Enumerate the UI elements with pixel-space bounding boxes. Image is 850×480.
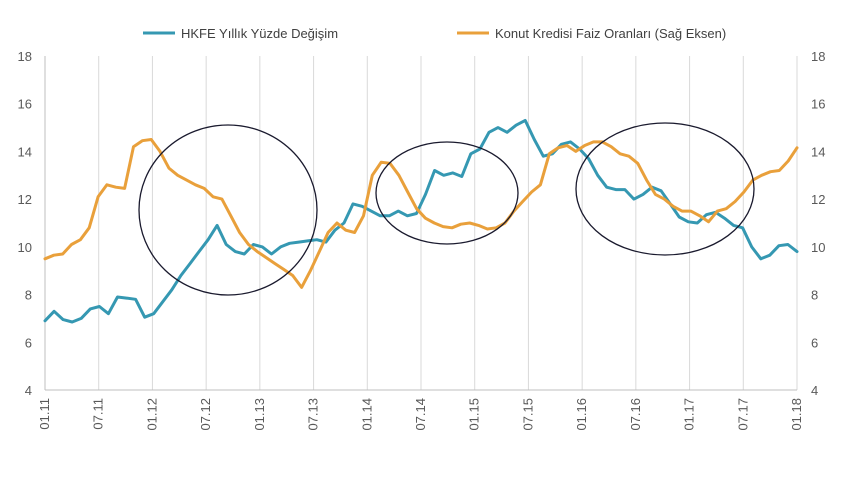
- x-tick-07.14: 07.14: [413, 398, 428, 431]
- series-line-konut-kredisi: [43, 138, 799, 289]
- x-tick-01.17: 01.17: [682, 398, 697, 431]
- annotation-circle-3: [575, 122, 755, 256]
- y-tick-left-18: 18: [18, 49, 32, 64]
- series-lines: [43, 118, 799, 324]
- y-tick-left-12: 12: [18, 192, 32, 207]
- x-tick-01.11: 01.11: [37, 398, 52, 430]
- legend-label-2: Konut Kredisi Faiz Oranları (Sağ Eksen): [495, 26, 726, 41]
- annotation-circle-1: [138, 124, 318, 296]
- y-tick-right-4: 4: [811, 383, 818, 398]
- x-tick-01.13: 01.13: [252, 398, 267, 431]
- y-tick-left-6: 6: [25, 335, 32, 350]
- y-tick-left-16: 16: [18, 97, 32, 112]
- y-tick-left-4: 4: [25, 383, 32, 398]
- x-tick-01.12: 01.12: [144, 398, 159, 431]
- y-tick-left-8: 8: [25, 288, 32, 303]
- legend: HKFE Yıllık Yüzde Değişim Konut Kredisi F…: [143, 26, 726, 41]
- y-tick-right-12: 12: [811, 192, 825, 207]
- y-tick-left-10: 10: [18, 240, 32, 255]
- right-y-axis-ticks: 4 6 8 10 12 14 16 18: [811, 49, 825, 398]
- legend-label-1: HKFE Yıllık Yüzde Değişim: [181, 26, 338, 41]
- left-y-axis-ticks: 4 6 8 10 12 14 16 18: [18, 49, 32, 398]
- y-tick-right-8: 8: [811, 288, 818, 303]
- annotation-circle-2: [375, 141, 519, 245]
- y-tick-right-6: 6: [811, 335, 818, 350]
- y-tick-right-10: 10: [811, 240, 825, 255]
- x-tick-01.18: 01.18: [789, 398, 804, 431]
- y-tick-right-18: 18: [811, 49, 825, 64]
- x-tick-07.16: 07.16: [628, 398, 643, 431]
- axes: [44, 56, 797, 391]
- x-tick-01.14: 01.14: [359, 398, 374, 431]
- x-tick-07.11: 07.11: [91, 398, 106, 430]
- x-tick-01.16: 01.16: [574, 398, 589, 431]
- x-tick-07.12: 07.12: [198, 398, 213, 431]
- y-tick-right-14: 14: [811, 144, 825, 159]
- annotation-circles: [138, 122, 755, 296]
- x-tick-07.15: 07.15: [520, 398, 535, 431]
- x-tick-01.15: 01.15: [467, 398, 482, 431]
- vertical-gridlines: [98, 56, 798, 390]
- x-tick-07.17: 07.17: [735, 398, 750, 431]
- y-tick-left-14: 14: [18, 144, 32, 159]
- x-axis-ticks: 01.11 07.11 01.12 07.12 01.13 07.13 01.14 07.14…: [37, 398, 804, 431]
- y-tick-right-16: 16: [811, 97, 825, 112]
- x-tick-07.13: 07.13: [306, 398, 321, 431]
